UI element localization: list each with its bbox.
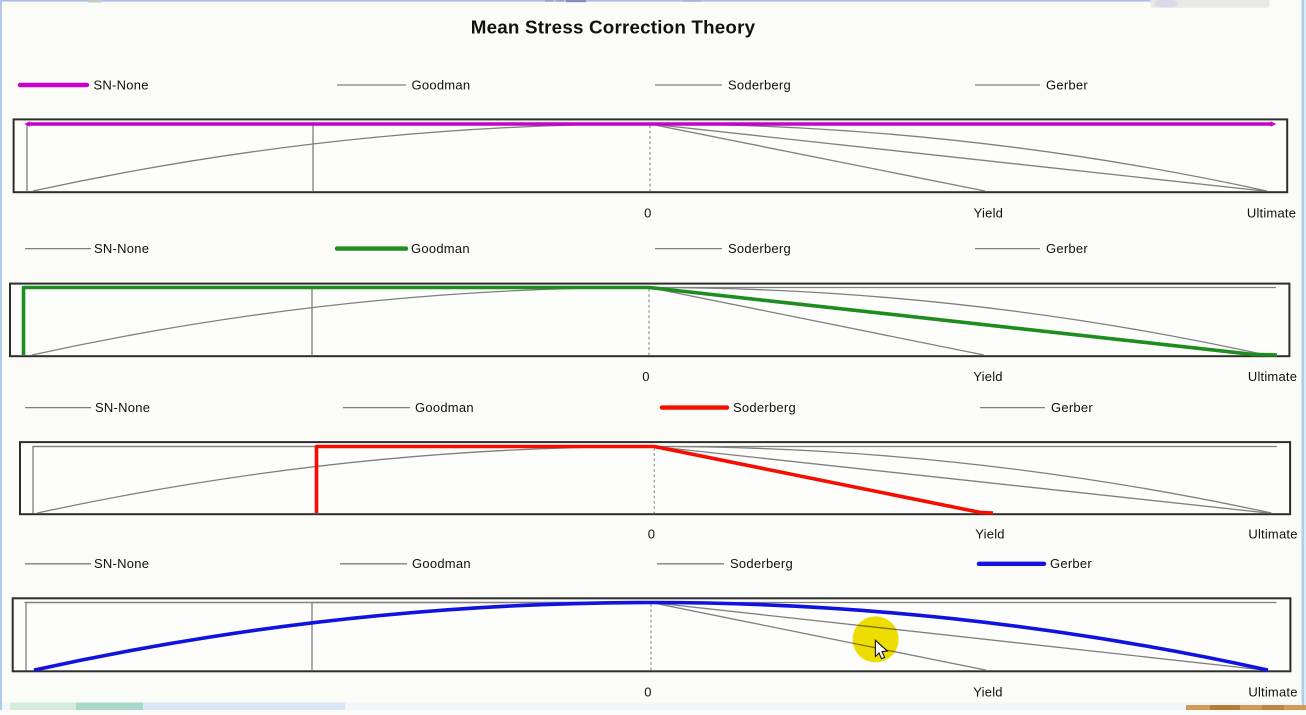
svg-text:Soderberg: Soderberg (733, 400, 796, 415)
svg-text:Yield: Yield (973, 369, 1002, 384)
svg-text:Goodman: Goodman (412, 556, 471, 571)
svg-text:Soderberg: Soderberg (728, 241, 791, 256)
svg-text:SN-None: SN-None (95, 400, 150, 415)
svg-text:Soderberg: Soderberg (730, 556, 793, 571)
svg-text:Goodman: Goodman (415, 400, 474, 415)
svg-text:0: 0 (648, 527, 655, 542)
svg-text:Mean Stress Correction Theory: Mean Stress Correction Theory (471, 16, 756, 37)
svg-text:Goodman: Goodman (412, 77, 471, 92)
svg-text:Gerber: Gerber (1046, 241, 1088, 256)
svg-text:SN-None: SN-None (94, 77, 149, 92)
svg-text:Ultimate: Ultimate (1247, 205, 1296, 220)
svg-text:Gerber: Gerber (1046, 77, 1088, 92)
svg-text:SN-None: SN-None (94, 556, 149, 571)
svg-text:Ultimate: Ultimate (1248, 527, 1297, 542)
svg-text:0: 0 (644, 205, 651, 220)
svg-text:Gerber: Gerber (1050, 556, 1092, 571)
svg-text:0: 0 (642, 369, 649, 384)
svg-text:Ultimate: Ultimate (1248, 369, 1297, 384)
svg-text:Ultimate: Ultimate (1248, 685, 1297, 700)
svg-text:Goodman: Goodman (411, 241, 470, 256)
svg-text:Yield: Yield (975, 527, 1004, 542)
svg-text:Yield: Yield (973, 685, 1002, 700)
svg-text:Soderberg: Soderberg (728, 77, 791, 92)
svg-text:Yield: Yield (974, 205, 1003, 220)
svg-text:Gerber: Gerber (1051, 400, 1093, 415)
svg-text:SN-None: SN-None (94, 241, 149, 256)
svg-text:0: 0 (644, 685, 651, 700)
